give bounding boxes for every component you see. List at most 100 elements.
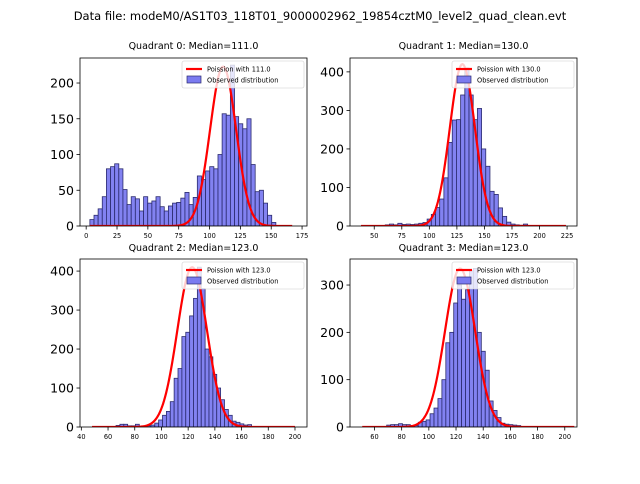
- x-tick-label: 60: [104, 433, 112, 441]
- x-tick-label: 25: [113, 232, 121, 240]
- histogram-bar: [447, 141, 453, 226]
- y-tick-label: 100: [50, 381, 74, 396]
- histogram-bar: [155, 196, 161, 226]
- histogram-bar: [437, 398, 443, 427]
- histogram-bar: [213, 168, 219, 226]
- x-tick-label: 175: [296, 232, 309, 240]
- legend-label-curve: Poission with 130.0: [477, 66, 541, 74]
- panel-quadrant-2: Quadrant 2: Median=123.0 40 60 80 100 120 140…: [50, 243, 308, 441]
- histogram-bar: [165, 411, 171, 427]
- histogram-bar: [439, 198, 445, 226]
- panel-title: Quadrant 2: Median=123.0: [129, 243, 259, 254]
- histogram-bar: [460, 94, 466, 226]
- y-tick-label: 0: [336, 219, 344, 234]
- legend-bar-swatch: [456, 276, 472, 285]
- x-tick-label: 80: [397, 433, 405, 441]
- x-tick-label: 0: [84, 232, 88, 240]
- histogram-bar: [441, 379, 447, 427]
- figure-suptitle: Data file: modeM0/AS1T03_118T01_90000029…: [74, 9, 567, 23]
- histogram-bar: [106, 168, 111, 226]
- x-tick-label: 100: [203, 232, 216, 240]
- histogram-bar: [93, 214, 99, 226]
- x-tick-label: 200: [533, 232, 546, 240]
- histogram-bar: [158, 419, 163, 427]
- y-tick-label: 300: [50, 303, 74, 318]
- histogram-bar: [189, 315, 194, 427]
- x-tick-label: 140: [477, 433, 490, 441]
- histogram-bar: [489, 190, 495, 226]
- histogram-bar: [147, 202, 153, 226]
- legend-bar-swatch: [186, 276, 202, 285]
- legend-label-observed: Observed distribution: [207, 77, 278, 85]
- legend-label-observed: Observed distribution: [207, 278, 278, 286]
- histogram-bar: [126, 204, 132, 226]
- histogram-bar: [110, 166, 116, 226]
- axes-frame: [349, 57, 578, 227]
- y-tick-label: 50: [58, 183, 74, 198]
- y-tick-label: 100: [50, 147, 74, 162]
- histogram-bar: [221, 113, 227, 226]
- y-tick-label: 300: [320, 278, 344, 293]
- y-tick-label: 0: [66, 219, 74, 234]
- y-tick-label: 100: [320, 372, 344, 387]
- histogram-bar: [461, 298, 466, 427]
- x-tick-label: 40: [77, 433, 85, 441]
- axes-frame: [79, 57, 308, 227]
- histogram-bar: [177, 368, 183, 427]
- histogram-bar: [163, 210, 169, 226]
- x-tick-label: 50: [370, 232, 378, 240]
- y-tick-label: 400: [320, 64, 344, 79]
- histogram-bar: [421, 420, 427, 427]
- histogram-bar: [130, 196, 136, 226]
- x-tick-label: 120: [450, 433, 463, 441]
- x-tick-label: 225: [561, 232, 574, 240]
- histogram-bar: [185, 331, 191, 427]
- histogram-bar: [173, 377, 179, 427]
- x-tick-label: 50: [144, 232, 152, 240]
- histogram-bar: [162, 414, 167, 427]
- x-tick-label: 200: [558, 433, 571, 441]
- histogram-bar: [193, 297, 198, 427]
- legend-box: [181, 60, 305, 89]
- x-tick-label: 160: [235, 433, 248, 441]
- poisson-curve: [89, 65, 293, 226]
- x-tick-label: 150: [265, 232, 278, 240]
- x-tick-label: 75: [398, 232, 406, 240]
- histogram-bar: [445, 342, 451, 427]
- histogram-bar: [449, 331, 455, 427]
- histogram-bar: [134, 198, 140, 226]
- histogram-bar: [180, 197, 186, 226]
- histogram-bar: [204, 348, 210, 427]
- x-tick-label: 120: [182, 433, 195, 441]
- x-tick-label: 125: [234, 232, 247, 240]
- panel-quadrant-1: Quadrant 1: Median=130.0 50 75 100 125 150 17…: [320, 41, 578, 240]
- histogram-bar: [429, 413, 435, 427]
- x-tick-label: 80: [131, 433, 139, 441]
- histogram-bar: [456, 119, 462, 226]
- histogram-bar: [122, 189, 128, 226]
- y-tick-label: 0: [336, 420, 344, 435]
- legend-box: [451, 60, 575, 89]
- legend-label-curve: Poission with 123.0: [477, 267, 541, 275]
- panel-quadrant-3: Quadrant 3: Median=123.0 60 80 100 120 140 16…: [320, 243, 578, 441]
- histogram-bar: [263, 202, 268, 226]
- x-tick-label: 180: [531, 433, 544, 441]
- histogram-bar: [139, 210, 144, 226]
- y-tick-label: 200: [320, 141, 344, 156]
- x-tick-label: 200: [289, 433, 302, 441]
- axes-frame: [349, 258, 578, 428]
- histogram-bar: [167, 205, 173, 226]
- y-tick-label: 0: [66, 420, 74, 435]
- histogram-bar: [209, 166, 215, 226]
- histogram-bar: [271, 222, 277, 226]
- histogram-bar: [169, 401, 175, 427]
- histogram-bar: [225, 114, 231, 226]
- histogram-bar: [453, 302, 459, 427]
- legend-box: [181, 261, 305, 290]
- histogram-bar: [425, 419, 431, 427]
- y-tick-label: 200: [320, 325, 344, 340]
- panel-title: Quadrant 0: Median=111.0: [129, 41, 259, 52]
- histogram-bar: [97, 208, 103, 226]
- histogram-bar: [101, 196, 107, 226]
